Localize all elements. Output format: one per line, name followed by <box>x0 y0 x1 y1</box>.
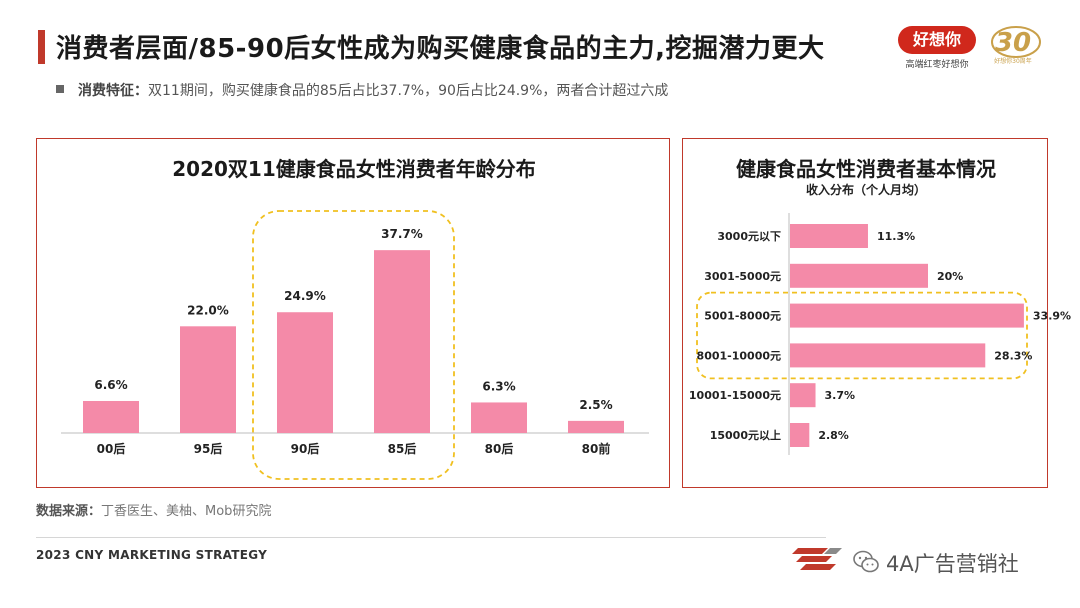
age-chart-title: 2020双11健康食品女性消费者年龄分布 <box>172 157 536 181</box>
age-bar <box>568 420 624 433</box>
income-category-label: 3001-5000元 <box>704 270 781 283</box>
age-value-label: 22.0% <box>187 303 229 317</box>
income-category-label: 3000元以下 <box>717 230 781 243</box>
income-distribution-panel: 健康食品女性消费者基本情况 收入分布（个人月均） 3000元以下 11.3% 300… <box>682 138 1071 488</box>
age-category-label: 00后 <box>97 441 126 456</box>
income-bar <box>790 224 868 248</box>
age-bar <box>374 250 430 433</box>
income-category-label: 8001-10000元 <box>697 349 781 362</box>
income-bar <box>790 383 816 408</box>
data-source-label: 数据来源： <box>36 504 102 519</box>
income-value-label: 20% <box>937 270 963 283</box>
age-distribution-chart: 6.6% 00后 22.0% 95后 24.9% 90后 37.7% 85后 6.3% 80后 2.… <box>61 210 649 480</box>
feature-label: 消费特征： <box>78 83 148 99</box>
anniversary-ring <box>991 26 1041 58</box>
income-value-label: 33.9% <box>1033 310 1071 323</box>
age-value-label: 6.3% <box>482 379 515 393</box>
age-value-label: 37.7% <box>381 227 423 241</box>
age-bar <box>180 326 236 433</box>
income-value-label: 11.3% <box>877 230 915 243</box>
income-chart-subtitle: 收入分布（个人月均） <box>805 183 926 197</box>
income-bar <box>790 303 1024 328</box>
square-bullet-icon <box>56 85 64 93</box>
age-category-label: 80前 <box>582 441 611 456</box>
income-value-label: 28.3% <box>994 349 1032 362</box>
income-value-label: 3.7% <box>825 389 856 402</box>
watermark-text: 4A广告营销社 <box>886 552 1019 576</box>
footer-brand-logo <box>792 548 842 570</box>
data-source: 数据来源：丁香医生、美柚、Mob研究院 <box>36 500 271 519</box>
age-value-label: 2.5% <box>579 398 612 412</box>
income-bar <box>790 263 928 288</box>
anniversary-number: 30 <box>995 28 1031 58</box>
age-category-label: 95后 <box>194 441 223 456</box>
wechat-icon <box>853 550 879 573</box>
feature-text: 双11期间，购买健康食品的85后占比37.7%，90后占比24.9%，两者合计超… <box>148 83 669 99</box>
feature-line: 消费特征：双11期间，购买健康食品的85后占比37.7%，90后占比24.9%，… <box>56 80 668 100</box>
footer-text: 2023 CNY MARKETING STRATEGY <box>36 548 268 562</box>
data-source-text: 丁香医生、美柚、Mob研究院 <box>101 504 272 519</box>
income-bar <box>790 423 810 447</box>
title-accent-bar <box>38 30 45 64</box>
age-bar <box>277 312 333 433</box>
page-title-part2: 85-90后女性成为购买健康食品的主力,挖掘潜力更大 <box>198 34 825 64</box>
page-title: 消费者层面/85-90后女性成为购买健康食品的主力,挖掘潜力更大 <box>56 28 825 65</box>
age-value-label: 24.9% <box>284 289 326 303</box>
income-bar <box>790 343 986 368</box>
anniversary-caption: 好想你30周年 <box>994 58 1032 65</box>
anniversary-logo: 30 <box>991 26 1041 58</box>
age-category-label: 85后 <box>388 441 417 456</box>
footer-divider <box>36 537 826 538</box>
income-value-label: 2.8% <box>818 429 849 442</box>
age-value-label: 6.6% <box>94 378 127 392</box>
age-bar <box>471 402 527 433</box>
income-distribution-chart: 3000元以下 11.3% 3001-5000元 20% 5001-8000元 33.9%… <box>689 213 1071 455</box>
income-category-label: 10001-15000元 <box>689 389 781 402</box>
age-highlight-box <box>252 210 455 480</box>
income-category-label: 5001-8000元 <box>704 310 781 323</box>
age-category-label: 90后 <box>291 441 320 456</box>
age-distribution-panel: 2020双11健康食品女性消费者年龄分布 6.6% 00后 22.0% 95后 24.9… <box>36 138 670 488</box>
age-category-label: 80后 <box>485 441 514 456</box>
age-bar <box>83 400 139 433</box>
income-chart-title: 健康食品女性消费者基本情况 <box>736 157 996 181</box>
page-title-part1: 消费者层面/ <box>56 34 199 64</box>
income-category-label: 15000元以上 <box>710 428 781 442</box>
income-highlight-box <box>696 291 1028 380</box>
brand-slogan: 高端红枣好想你 <box>905 60 969 70</box>
brand-logo: 好想你 <box>898 26 976 54</box>
